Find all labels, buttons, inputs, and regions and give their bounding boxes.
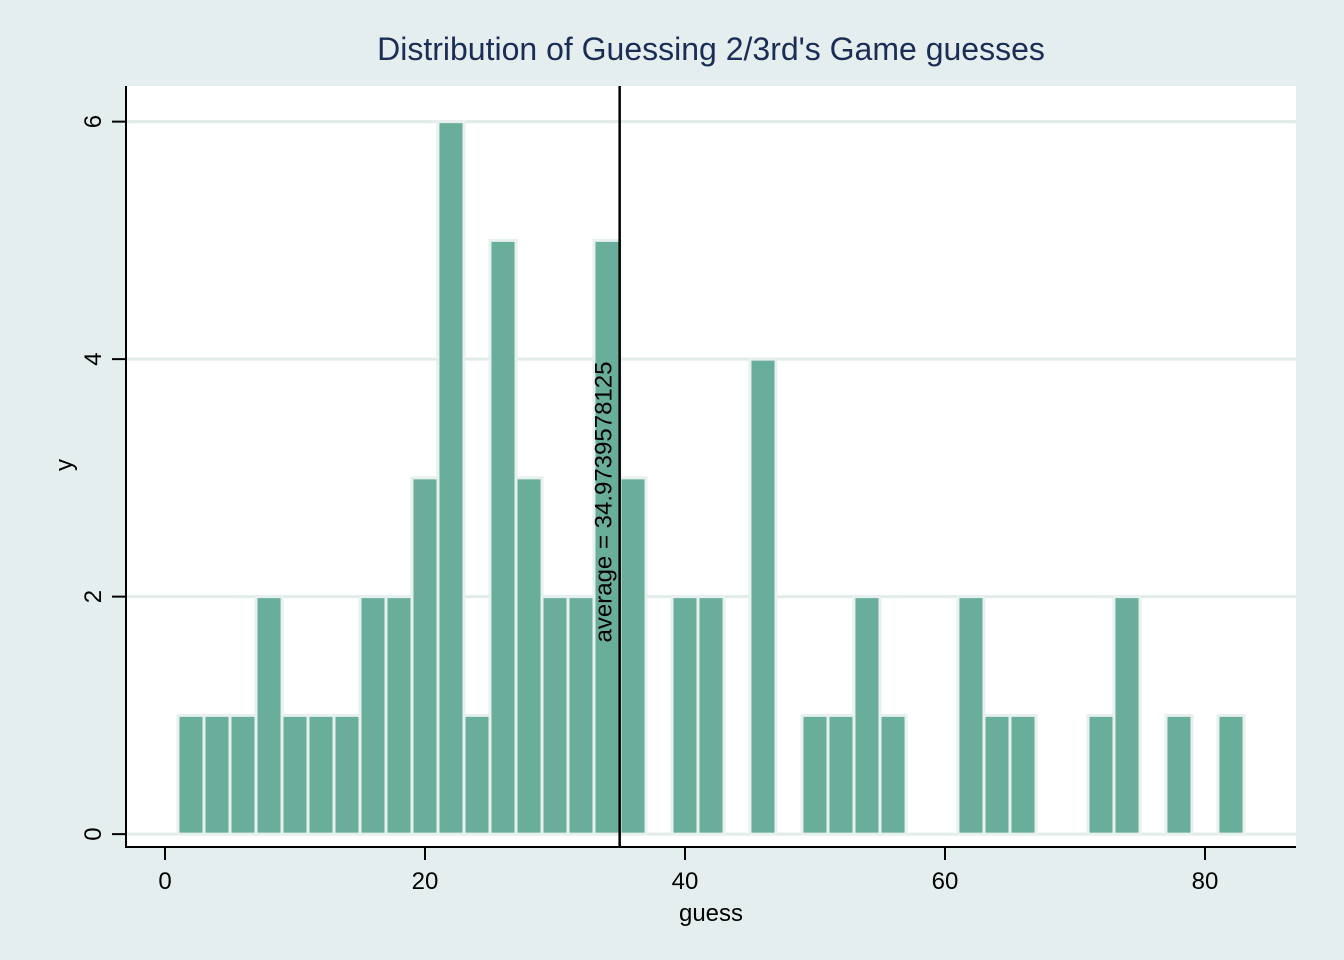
x-axis-ticks: 0 20 40 60 80 <box>158 847 1218 895</box>
x-tick-label: 0 <box>158 868 171 895</box>
histogram-bar <box>1008 713 1038 836</box>
x-axis-label: guess <box>679 900 743 927</box>
y-axis-label: y <box>51 459 78 471</box>
x-tick-label: 20 <box>412 868 439 895</box>
x-tick-label: 60 <box>932 868 959 895</box>
histogram-bar <box>514 476 544 836</box>
histogram-bar <box>670 595 700 836</box>
histogram-bar <box>332 713 362 836</box>
histogram-bar <box>982 713 1012 836</box>
y-axis-ticks: 0 2 4 6 <box>80 115 126 841</box>
histogram-bar <box>852 595 882 836</box>
histogram-bar <box>280 713 310 836</box>
histogram-bar <box>228 713 258 836</box>
histogram-bar <box>202 713 232 836</box>
x-tick-label: 80 <box>1192 868 1219 895</box>
histogram-bar <box>566 595 596 836</box>
histogram-bar <box>878 713 908 836</box>
histogram-bar <box>1216 713 1246 836</box>
histogram-bar <box>384 595 414 836</box>
histogram-bar <box>306 713 336 836</box>
histogram-bar <box>1086 713 1116 836</box>
histogram-bar <box>254 595 284 836</box>
histogram-bar <box>956 595 986 836</box>
histogram-bar <box>410 476 440 836</box>
histogram-bar <box>800 713 830 836</box>
histogram-bar <box>540 595 570 836</box>
y-tick-label: 4 <box>80 352 107 365</box>
histogram-bar <box>462 713 492 836</box>
histogram-bar <box>436 120 466 836</box>
histogram-bar <box>748 357 778 836</box>
histogram-bar <box>176 713 206 836</box>
histogram-bar <box>1164 713 1194 836</box>
y-tick-label: 6 <box>80 115 107 128</box>
y-tick-label: 0 <box>80 827 107 840</box>
y-tick-label: 2 <box>80 590 107 603</box>
average-line-label: average = 34.9739578125 <box>591 362 618 643</box>
histogram-bar <box>1112 595 1142 836</box>
bars <box>176 120 1246 836</box>
average-reference-line: average = 34.9739578125 <box>591 86 621 847</box>
histogram-bar <box>488 238 518 836</box>
histogram-bar <box>826 713 856 836</box>
chart-title: Distribution of Guessing 2/3rd's Game gu… <box>377 31 1045 67</box>
histogram-bar <box>358 595 388 836</box>
histogram-bar <box>696 595 726 836</box>
histogram-bar <box>618 476 648 836</box>
x-tick-label: 40 <box>672 868 699 895</box>
